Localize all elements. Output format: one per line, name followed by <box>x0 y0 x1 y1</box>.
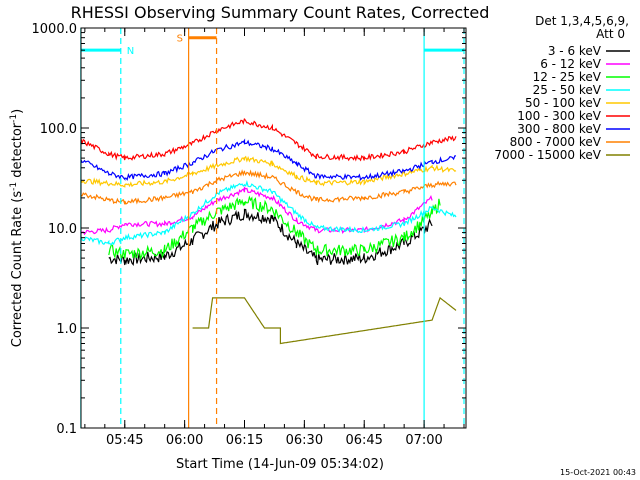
y-axis-label-sup1: -1 <box>9 182 19 191</box>
legend-header-attenuator: Att 0 <box>596 27 625 41</box>
night-label: N <box>127 46 134 57</box>
x-tick-label: 05:45 <box>106 433 143 448</box>
legend-label-3: 25 - 50 keV <box>533 83 602 97</box>
y-axis-label-part1: Corrected Count Rate (s <box>10 191 25 348</box>
series-line-3 <box>80 180 457 246</box>
chart-title-group: RHESSI Observing Summary Count Rates, Co… <box>71 3 490 22</box>
legend-label-7: 800 - 7000 keV <box>510 135 602 149</box>
y-tick-label: 10.0 <box>48 222 77 237</box>
series-line-0 <box>108 208 433 266</box>
series-line-8 <box>192 296 457 345</box>
legend-label-6: 300 - 800 keV <box>517 122 601 136</box>
series-line-4 <box>80 155 457 188</box>
legend-label-2: 12 - 25 keV <box>533 70 602 84</box>
legend-label-1: 6 - 12 keV <box>540 57 602 71</box>
series-line-6 <box>80 138 457 181</box>
plot-frame <box>80 27 467 429</box>
series-line-1 <box>80 186 433 236</box>
x-axis-label: Start Time (14-Jun-09 05:34:02) <box>176 457 384 472</box>
x-tick-label: 06:00 <box>166 433 203 448</box>
series-line-7 <box>80 169 457 205</box>
x-tick-label: 06:45 <box>345 433 382 448</box>
y-axis-label: Corrected Count Rate (s-1 detector-1) <box>9 109 25 347</box>
y-tick-label: 100.0 <box>40 122 77 137</box>
y-axis-label-part2: detector <box>10 122 25 182</box>
legend-label-0: 3 - 6 keV <box>548 44 602 58</box>
x-tick-label: 07:00 <box>405 433 442 448</box>
y-tick-label: 0.1 <box>56 422 77 437</box>
x-tick-label: 06:15 <box>226 433 263 448</box>
saa-label: S <box>177 34 183 45</box>
legend-label-4: 50 - 100 keV <box>525 96 602 110</box>
y-tick-label: 1.0 <box>56 322 77 337</box>
y-tick-label: 1000.0 <box>32 22 78 37</box>
series-line-2 <box>108 195 441 261</box>
legend-header-detectors: Det 1,3,4,5,6,9, <box>535 14 629 28</box>
legend-label-8: 7000 - 15000 keV <box>494 148 601 162</box>
legend-label-5: 100 - 300 keV <box>517 109 601 123</box>
y-axis-label-sup2: -1 <box>9 114 19 123</box>
x-tick-label: 06:30 <box>286 433 323 448</box>
y-axis-label-part3: ) <box>10 109 25 114</box>
series-line-5 <box>80 118 457 162</box>
footer-timestamp: 15-Oct-2021 00:43 <box>560 468 636 477</box>
chart-title: RHESSI Observing Summary Count Rates, Co… <box>71 3 490 22</box>
